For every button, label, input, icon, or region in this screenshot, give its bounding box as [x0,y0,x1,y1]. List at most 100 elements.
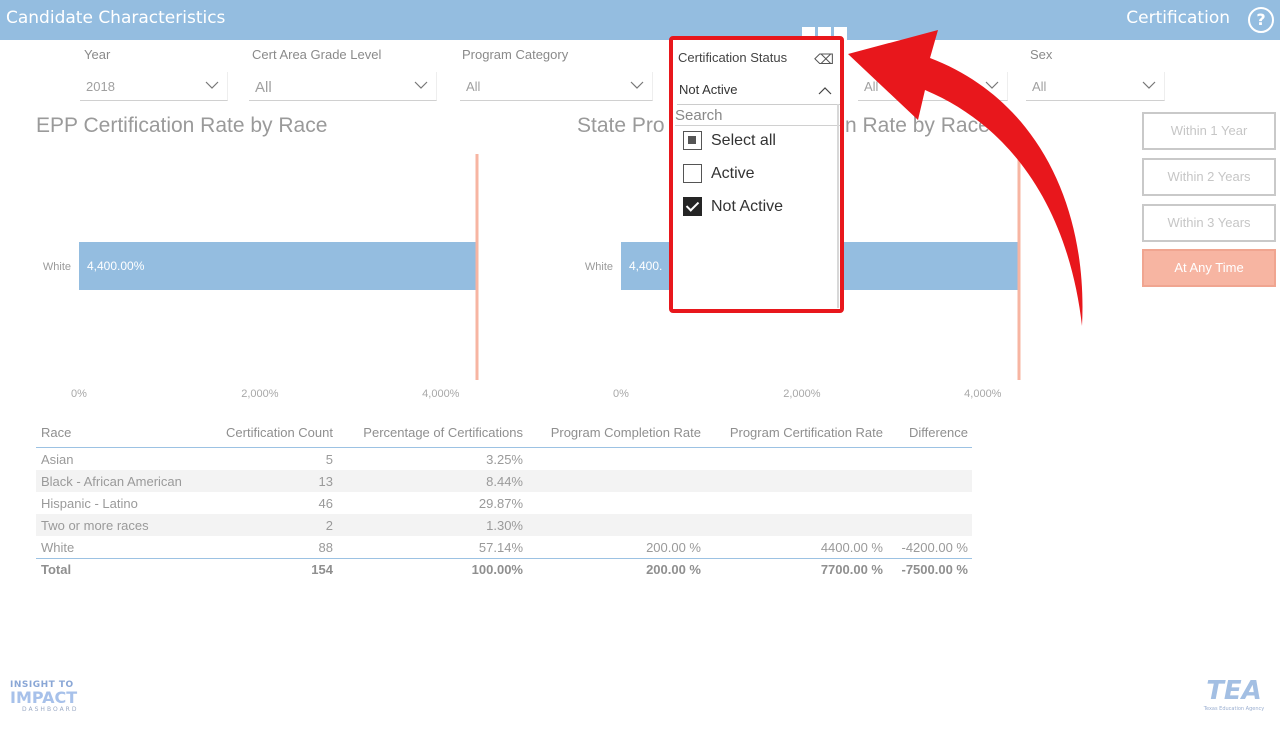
table-row: Black - African American 13 8.44% [36,470,972,492]
chart-title-epp: EPP Certification Rate by Race [36,114,328,137]
x-tick-label: 4,000% [422,388,460,400]
certification-status-label: Certification Status [678,50,788,65]
divider [677,104,840,105]
x-tick-label: 2,000% [783,388,821,400]
bar-white [79,242,477,290]
within-3-years-button[interactable]: Within 3 Years [1142,204,1276,242]
sex-dropdown[interactable]: All [1026,72,1165,101]
table-header: Race Certification Count Percentage of C… [36,418,972,448]
total-count: 154 [311,562,333,577]
x-tick-label: 0% [71,388,87,400]
logo-line-3: DASHBOARD [22,706,79,713]
logo-line-2: IMPACT [10,688,78,707]
table-cell: 1.30% [486,517,523,533]
eraser-icon[interactable]: ⌫ [814,52,834,68]
filter-label-year: Year [84,47,111,62]
table-cell: 2 [325,517,333,533]
option-active[interactable]: Active [683,164,755,183]
filter-label-program-category: Program Category [462,47,569,62]
total-pct: 100.00% [471,562,523,577]
table-cell: Two or more races [41,517,149,533]
select-all-checkbox[interactable] [683,131,702,150]
col-difference[interactable]: Difference [908,425,968,440]
search-input[interactable]: Search [675,107,840,126]
within-2-years-button[interactable]: Within 2 Years [1142,158,1276,196]
epp-certification-chart: White 4,400.00% 0% 2,000% 4,000% [43,154,479,400]
option-label: Select all [711,131,776,149]
col-pct-certs[interactable]: Percentage of Certifications [363,425,523,440]
not-active-checkbox[interactable] [683,197,702,216]
table-cell: White [41,539,75,555]
table-cell: 29.87% [478,495,523,511]
table-cell: 5 [325,451,333,467]
hidden-filter-dropdown[interactable]: All [858,72,1008,101]
table-body: Asian 5 3.25% Black - African American 13 8.4… [36,448,972,558]
chevron-down-icon [630,81,644,89]
chevron-down-icon [985,81,999,89]
table-cell: -4200.00 % [901,539,969,555]
option-not-active[interactable]: Not Active [683,197,783,216]
sex-value: All [1032,79,1047,94]
help-icon[interactable]: ? [1248,7,1274,33]
x-tick-label: 0% [613,388,629,400]
annotation-arrow-icon [848,30,1083,326]
section-title[interactable]: Certification [1126,8,1230,28]
table-row: Asian 5 3.25% [36,448,972,470]
total-completion: 200.00 % [646,562,701,577]
table-row: White 88 57.14% 200.00 % 4400.00 % -4200.00 % [36,536,972,558]
table-total-row: Total 154 100.00% 200.00 % 7700.00 % -75… [36,558,972,580]
table-cell: Black - African American [41,473,182,489]
category-label: White [585,261,613,273]
page-title: Candidate Characteristics [6,8,226,28]
table-cell: 8.44% [486,473,523,489]
hidden-filter-value: All [864,79,879,94]
insight-to-impact-logo: INSIGHT TO IMPACT DASHBOARD [10,680,78,713]
total-label: Total [41,562,72,577]
race-table: Race Certification Count Percentage of C… [36,418,972,580]
grade-level-dropdown[interactable]: All [249,72,437,101]
category-label: White [43,261,71,273]
program-category-dropdown[interactable]: All [460,72,653,101]
year-dropdown[interactable]: 2018 [80,72,228,101]
table-cell: 4400.00 % [820,539,883,555]
col-race[interactable]: Race [41,425,72,440]
tea-logo-subtitle: Texas Education Agency [1203,706,1265,712]
option-label: Not Active [711,197,784,215]
at-any-time-button[interactable]: At Any Time [1142,249,1276,287]
filter-label-grade-level: Cert Area Grade Level [252,47,382,62]
chevron-down-icon [205,81,219,89]
table-cell: 13 [318,473,333,489]
grade-level-value: All [255,79,272,96]
col-completion-rate[interactable]: Program Completion Rate [550,425,701,440]
dropdown-scrollbar[interactable] [837,104,839,308]
filter-label-sex: Sex [1030,47,1053,62]
data-label: 4,400.00% [87,259,145,273]
table-cell: Hispanic - Latino [41,495,138,511]
table-row: Hispanic - Latino 46 29.87% [36,492,972,514]
table-cell: 57.14% [478,539,523,555]
active-checkbox[interactable] [683,164,702,183]
chevron-down-icon [1142,81,1156,89]
x-tick-label: 2,000% [241,388,279,400]
option-select-all[interactable]: Select all [683,131,776,150]
table-cell: 88 [318,539,333,555]
program-category-value: All [466,79,481,94]
table-row: Two or more races 2 1.30% [36,514,972,536]
table-cell: Asian [41,451,74,467]
total-certification: 7700.00 % [820,562,883,577]
tea-logo: TEA Texas Education Agency [1196,676,1272,712]
header-bar: Candidate Characteristics Certification … [0,0,1280,40]
logo-line-1: INSIGHT TO [10,680,74,690]
year-value: 2018 [86,79,115,94]
certification-status-value[interactable]: Not Active [679,82,738,97]
table-cell: 46 [318,495,333,511]
chart-title-state-end: n Rate by Race [845,114,990,137]
total-difference: -7500.00 % [901,562,969,577]
chevron-down-icon [414,81,428,89]
tea-logo-text: TEA [1206,676,1262,706]
within-1-year-button[interactable]: Within 1 Year [1142,112,1276,150]
col-cert-count[interactable]: Certification Count [226,425,333,440]
col-certification-rate[interactable]: Program Certification Rate [729,425,883,440]
certification-status-dropdown[interactable]: Certification Status ⌫ Not Active Search… [669,36,844,313]
chevron-up-icon[interactable] [818,84,832,98]
